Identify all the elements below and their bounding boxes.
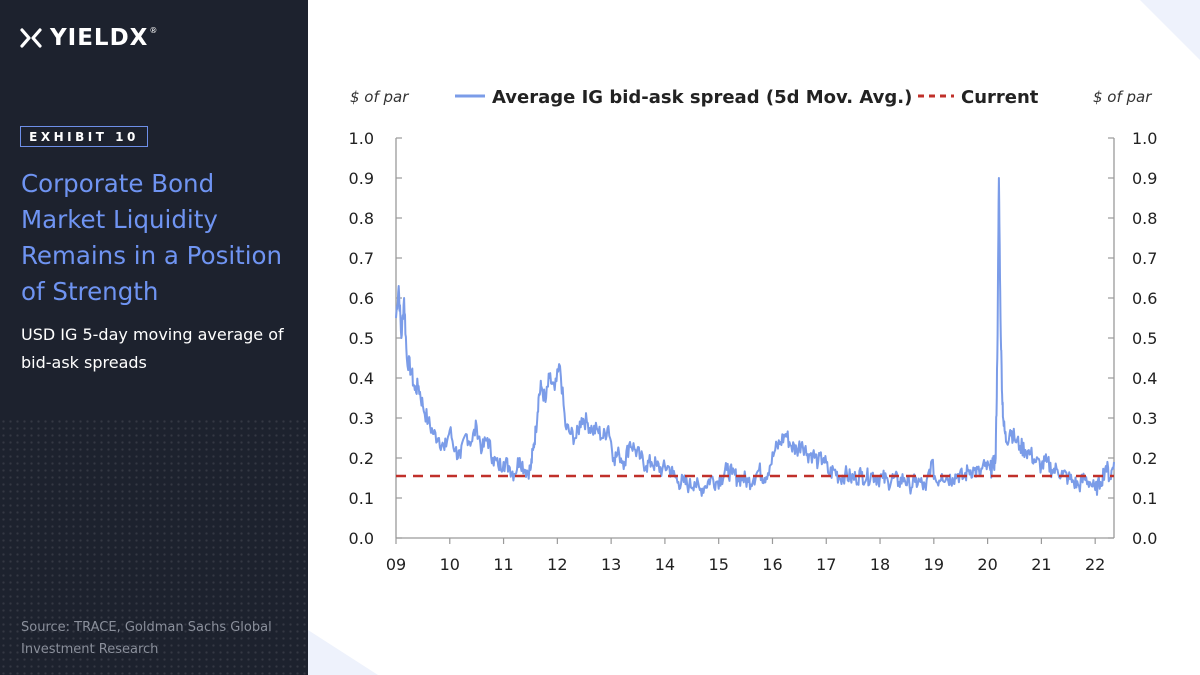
sidebar: YIELDX ® EXHIBIT 10 Corporate Bond Market…	[0, 0, 308, 675]
headline: Corporate Bond Market Liquidity Remains …	[21, 169, 283, 306]
y-ticks-left: 0.0 0.1 0.2 0.3 0.4 0.5 0.6 0.7 0.8 0.9 1.0	[349, 129, 402, 548]
y-tick-label-left: 0.8	[349, 209, 374, 228]
yieldx-logo-icon	[20, 28, 42, 48]
x-tick-label: 12	[547, 555, 567, 574]
x-tick-label: 13	[601, 555, 621, 574]
y-tick-label-right: 0.8	[1132, 209, 1157, 228]
y-ticks-right: 0.0 0.1 0.2 0.3 0.4 0.5 0.6 0.7 0.8 0.9 1.0	[1108, 129, 1157, 548]
x-tick-label: 17	[816, 555, 836, 574]
x-tick-label: 16	[762, 555, 782, 574]
y-unit-right: $ of par	[1093, 88, 1152, 106]
y-tick-label-right: 0.5	[1132, 329, 1157, 348]
y-tick-label-right: 0.0	[1132, 529, 1157, 548]
y-tick-label-right: 0.3	[1132, 409, 1157, 428]
x-tick-label: 21	[1031, 555, 1051, 574]
y-tick-label-right: 1.0	[1132, 129, 1157, 148]
brand-name: YIELDX	[50, 25, 149, 51]
y-tick-label-left: 0.6	[349, 289, 374, 308]
y-tick-label-right: 0.9	[1132, 169, 1157, 188]
exhibit-label: EXHIBIT 10	[20, 126, 148, 147]
corner-decoration-top-right	[1140, 0, 1200, 60]
legend: Average IG bid-ask spread (5d Mov. Avg.)…	[455, 87, 1039, 108]
y-tick-label-right: 0.2	[1132, 449, 1157, 468]
spread-chart: $ of par $ of par Average IG bid-ask spr…	[349, 87, 1158, 574]
x-tick-label: 09	[386, 555, 406, 574]
y-tick-label-left: 0.1	[349, 489, 374, 508]
x-tick-label: 15	[709, 555, 729, 574]
y-tick-label-left: 0.5	[349, 329, 374, 348]
y-unit-left: $ of par	[350, 88, 409, 106]
x-tick-label: 18	[870, 555, 890, 574]
legend-label-spread: Average IG bid-ask spread (5d Mov. Avg.)	[492, 87, 912, 108]
x-tick-label: 19	[924, 555, 944, 574]
y-tick-label-left: 0.4	[349, 369, 374, 388]
x-tick-label: 10	[440, 555, 460, 574]
logo: YIELDX ®	[20, 25, 158, 51]
plot-area	[395, 177, 1115, 497]
y-tick-label-right: 0.1	[1132, 489, 1157, 508]
y-tick-label-left: 0.2	[349, 449, 374, 468]
x-tick-label: 14	[655, 555, 675, 574]
x-ticks: 09 10 11 12 13 14 15 16 17 18 19 20 21 22	[386, 538, 1105, 574]
subtitle: USD IG 5-day moving average of bid-ask s…	[21, 325, 284, 372]
series-line-spread	[395, 177, 1115, 497]
x-tick-label: 11	[493, 555, 513, 574]
y-tick-label-left: 0.9	[349, 169, 374, 188]
brand-trademark: ®	[149, 25, 159, 35]
x-tick-label: 20	[977, 555, 997, 574]
y-tick-label-left: 0.0	[349, 529, 374, 548]
corner-decoration-bottom-left	[308, 630, 378, 675]
y-tick-label-right: 0.6	[1132, 289, 1157, 308]
legend-label-current: Current	[961, 87, 1039, 108]
y-tick-label-left: 0.7	[349, 249, 374, 268]
dot-pattern	[0, 418, 308, 675]
x-tick-label: 22	[1085, 555, 1105, 574]
y-tick-label-right: 0.7	[1132, 249, 1157, 268]
source-note: Source: TRACE, Goldman Sachs Global Inve…	[21, 620, 272, 657]
y-tick-label-left: 0.3	[349, 409, 374, 428]
y-tick-label-left: 1.0	[349, 129, 374, 148]
y-tick-label-right: 0.4	[1132, 369, 1157, 388]
